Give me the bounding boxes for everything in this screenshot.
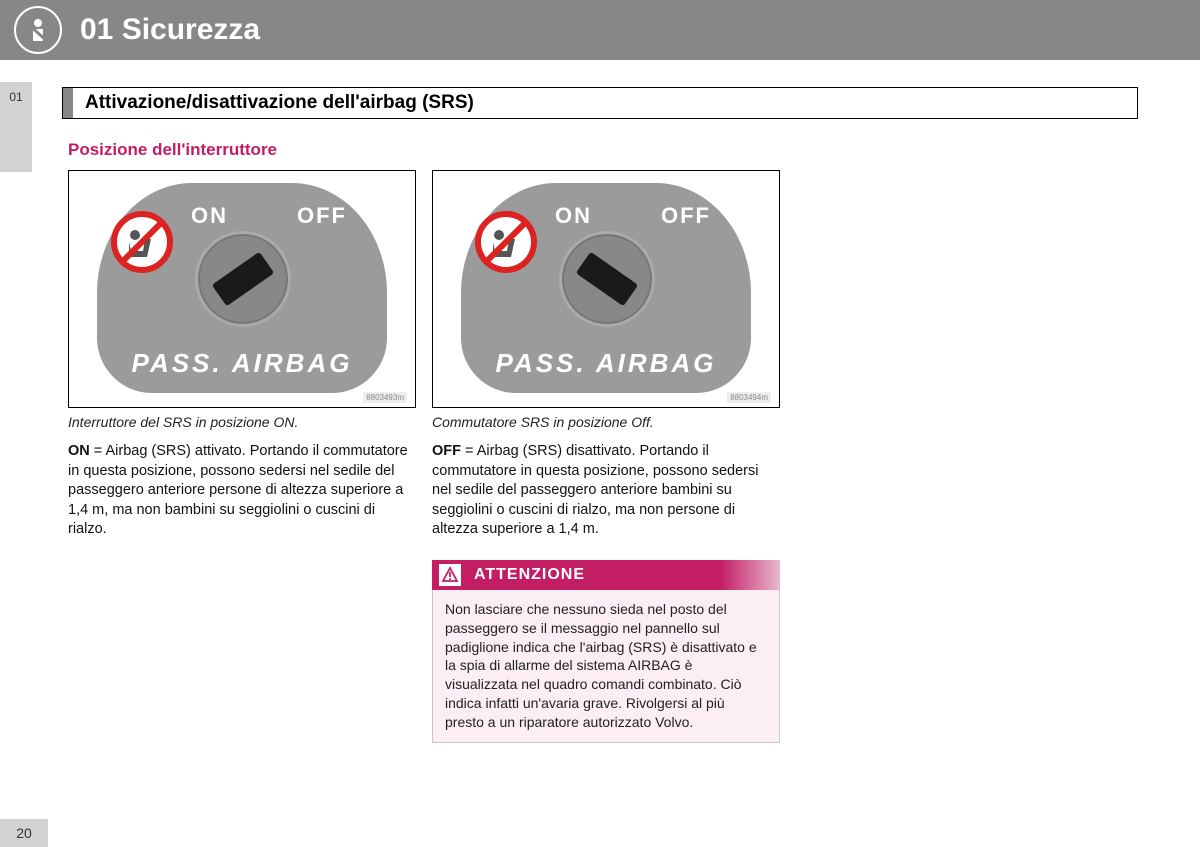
body-text-left: ON = Airbag (SRS) attivato. Portando il … bbox=[68, 442, 416, 540]
figure-id: 8803494m bbox=[727, 392, 771, 403]
figure-off: ON OFF PASS. AIRBAG 8803494m bbox=[432, 170, 780, 408]
off-bold: OFF bbox=[432, 443, 461, 459]
key-knob bbox=[195, 231, 291, 327]
pass-airbag-text: PASS. AIRBAG bbox=[461, 348, 751, 379]
figure-id: 8803493m bbox=[363, 392, 407, 403]
key-slot-on bbox=[212, 252, 274, 307]
off-label: OFF bbox=[297, 203, 347, 229]
off-label: OFF bbox=[661, 203, 711, 229]
section-title: Attivazione/disattivazione dell'airbag (… bbox=[85, 92, 474, 114]
key-knob bbox=[559, 231, 655, 327]
switch-plate-on: ON OFF PASS. AIRBAG bbox=[97, 183, 387, 393]
seatbelt-icon bbox=[14, 6, 62, 54]
section-bar-accent bbox=[63, 88, 73, 118]
warning-title: ATTENZIONE bbox=[474, 566, 585, 584]
warning-header-fade bbox=[720, 560, 780, 590]
subsection-title: Posizione dell'interruttore bbox=[68, 140, 277, 160]
chapter-title: 01 Sicurezza bbox=[80, 13, 260, 47]
child-seat-prohibit-icon bbox=[475, 211, 537, 273]
on-label: ON bbox=[191, 203, 228, 229]
figure-caption-left: Interruttore del SRS in posizione ON. bbox=[68, 414, 416, 430]
on-label: ON bbox=[555, 203, 592, 229]
key-slot-off bbox=[576, 252, 638, 307]
figure-on: ON OFF PASS. AIRBAG 8803493m bbox=[68, 170, 416, 408]
child-seat-prohibit-icon bbox=[111, 211, 173, 273]
chapter-header: 01 Sicurezza bbox=[0, 0, 1200, 60]
column-left: ON OFF PASS. AIRBAG 8803493m Interruttor… bbox=[68, 170, 416, 743]
column-right: ON OFF PASS. AIRBAG 8803494m Commutatore… bbox=[432, 170, 780, 743]
warning-body: Non lasciare che nessuno sieda nel posto… bbox=[432, 590, 780, 743]
switch-plate-off: ON OFF PASS. AIRBAG bbox=[461, 183, 751, 393]
pass-airbag-text: PASS. AIRBAG bbox=[97, 348, 387, 379]
off-desc: = Airbag (SRS) disattivato. Portando il … bbox=[432, 443, 758, 537]
warning-header: ATTENZIONE bbox=[432, 560, 780, 590]
chapter-side-tab: 01 bbox=[0, 82, 32, 172]
warning-box: ATTENZIONE Non lasciare che nessuno sied… bbox=[432, 560, 780, 743]
warning-triangle-icon bbox=[438, 563, 462, 587]
section-title-bar: Attivazione/disattivazione dell'airbag (… bbox=[62, 87, 1138, 119]
side-tab-number: 01 bbox=[9, 90, 22, 104]
content-columns: ON OFF PASS. AIRBAG 8803493m Interruttor… bbox=[68, 170, 780, 743]
page-number: 20 bbox=[0, 819, 48, 847]
on-bold: ON bbox=[68, 443, 90, 459]
body-text-right: OFF = Airbag (SRS) disattivato. Portando… bbox=[432, 442, 780, 540]
figure-caption-right: Commutatore SRS in posizione Off. bbox=[432, 414, 780, 430]
on-desc: = Airbag (SRS) attivato. Portando il com… bbox=[68, 443, 408, 537]
